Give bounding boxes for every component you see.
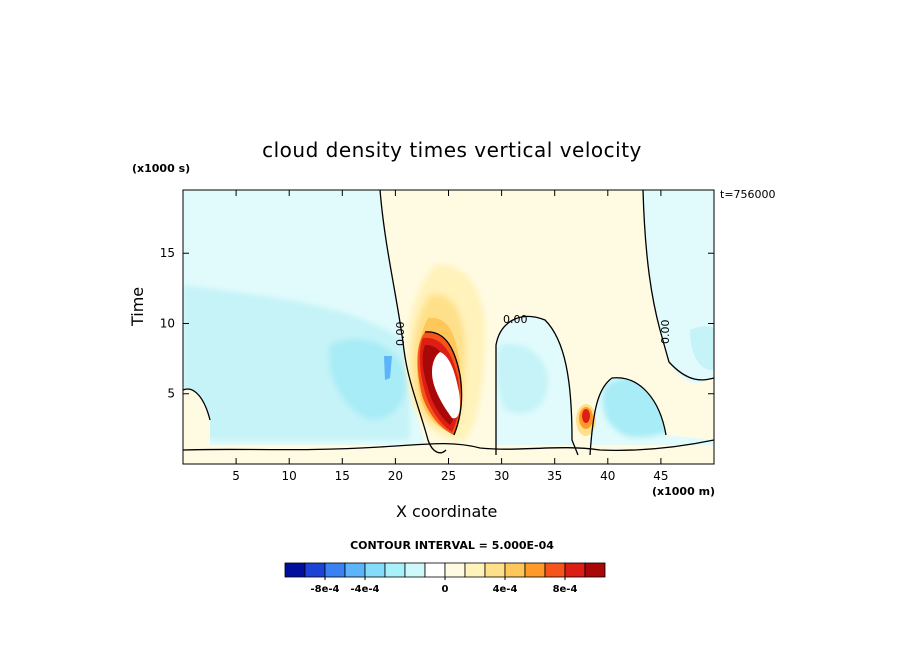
x-ticks: 5 10 15 20 25 30 35 40 45	[232, 190, 669, 483]
x-axis-label: X coordinate	[396, 502, 498, 521]
colorbar-swatch	[444, 562, 466, 578]
colorbar-swatch	[344, 562, 366, 578]
zero-contours	[183, 190, 714, 456]
colorbar-swatch	[364, 562, 386, 578]
colorbar-swatch	[384, 562, 406, 578]
y-axis-unit: (x1000 s)	[132, 162, 191, 175]
colorbar-swatch	[304, 562, 326, 578]
contour-label: 0.00	[394, 322, 407, 347]
colorbar-swatch	[424, 562, 446, 578]
colorbar: -8e-4 -4e-4 0 4e-4 8e-4	[284, 562, 606, 595]
colorbar-tick-label: -4e-4	[351, 584, 380, 595]
y-tick-label: 5	[167, 387, 175, 401]
y-ticks: 5 10 15	[160, 246, 714, 401]
x-tick-label: 35	[547, 469, 562, 483]
x-tick-label: 40	[600, 469, 615, 483]
chart-title: cloud density times vertical velocity	[262, 138, 642, 162]
colorbar-swatch	[564, 562, 586, 578]
time-stamp: t=756000	[720, 188, 776, 201]
contour-labels: 0.00 0.00 0.00	[394, 313, 672, 346]
colorbar-tick-label: 8e-4	[553, 584, 578, 595]
colorbar-swatch	[524, 562, 546, 578]
colorbar-swatch	[584, 562, 606, 578]
colorbar-swatch	[544, 562, 566, 578]
negative-patch-right	[690, 326, 714, 371]
small-core-inner	[582, 409, 590, 423]
x-tick-label: 15	[335, 469, 350, 483]
contour-label: 0.00	[503, 313, 528, 326]
heatmap-field	[183, 190, 714, 464]
core-saturated	[432, 352, 461, 419]
y-axis-label: Time	[128, 286, 147, 326]
colorbar-swatch	[284, 562, 306, 578]
y-tick-label: 10	[160, 316, 175, 330]
contour-label: 0.00	[659, 320, 672, 345]
x-axis-unit: (x1000 m)	[652, 485, 716, 498]
colorbar-swatch	[484, 562, 506, 578]
x-tick-label: 45	[653, 469, 668, 483]
contour-interval: CONTOUR INTERVAL = 5.000E-04	[350, 539, 554, 552]
positive-left-patch	[183, 389, 210, 455]
colorbar-swatch	[504, 562, 526, 578]
x-tick-label: 20	[388, 469, 403, 483]
colorbar-tick-label: -8e-4	[311, 584, 340, 595]
colorbar-swatch	[404, 562, 426, 578]
negative-patch-mid	[496, 343, 548, 414]
x-tick-label: 5	[232, 469, 240, 483]
negative-core-strong	[384, 356, 392, 380]
colorbar-tick-label: 0	[442, 584, 449, 595]
colorbar-tick-label: 4e-4	[493, 584, 518, 595]
y-tick-label: 15	[160, 246, 175, 260]
x-tick-label: 30	[494, 469, 509, 483]
colorbar-swatch	[324, 562, 346, 578]
x-tick-label: 10	[282, 469, 297, 483]
colorbar-swatch	[464, 562, 486, 578]
x-tick-label: 25	[441, 469, 456, 483]
